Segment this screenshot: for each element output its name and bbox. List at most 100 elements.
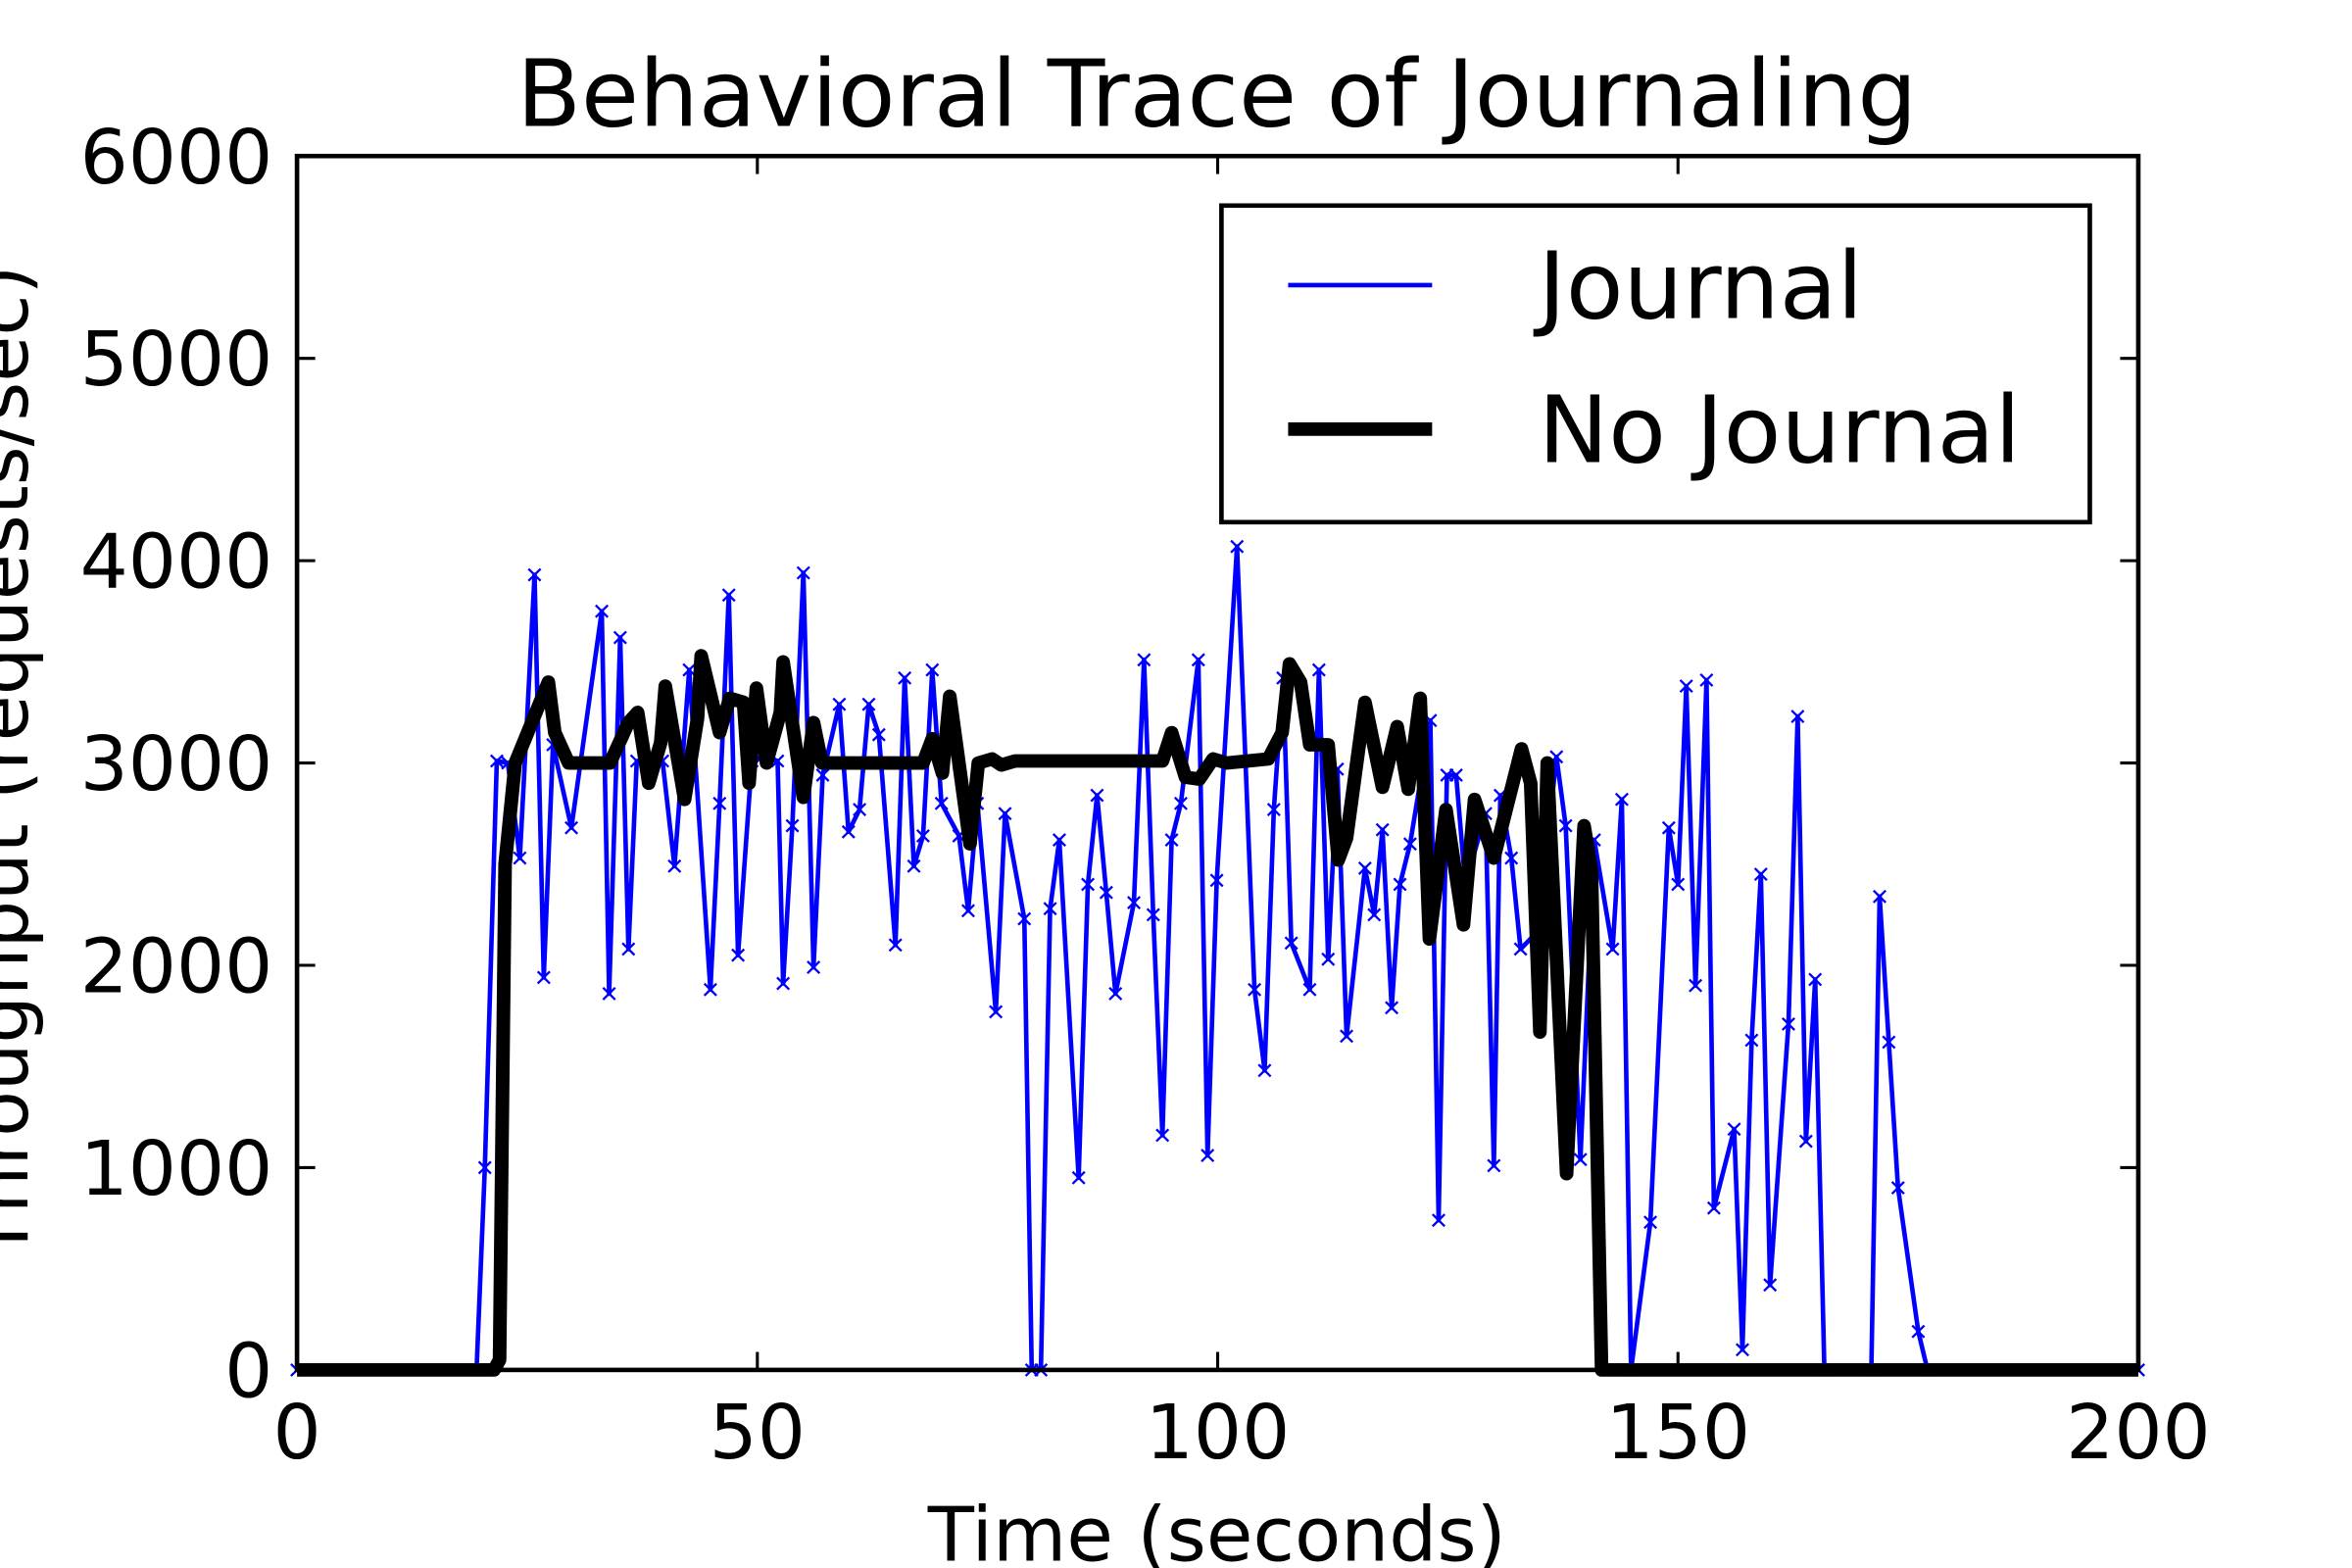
data-marker <box>888 938 903 953</box>
data-marker <box>1043 902 1057 916</box>
data-marker <box>1744 1033 1759 1048</box>
data-marker <box>712 796 727 810</box>
data-marker <box>1781 1016 1795 1031</box>
data-marker <box>1661 820 1676 835</box>
data-marker <box>621 942 636 956</box>
data-marker <box>1155 1128 1170 1143</box>
data-marker <box>785 818 800 833</box>
data-marker <box>998 807 1012 821</box>
data-marker <box>832 697 847 711</box>
y-tick-label: 4000 <box>80 519 273 607</box>
legend-box <box>1219 203 2092 525</box>
data-marker <box>1753 867 1768 882</box>
data-marker <box>1248 982 1262 997</box>
data-marker <box>513 851 527 865</box>
data-marker <box>1357 860 1372 875</box>
data-marker <box>915 828 930 843</box>
data-marker <box>776 976 791 991</box>
data-marker <box>1790 710 1805 724</box>
data-marker <box>1164 833 1179 847</box>
data-marker <box>1200 1149 1215 1163</box>
data-marker <box>1311 662 1326 677</box>
series-line <box>297 544 2138 1373</box>
data-marker <box>871 727 886 742</box>
data-marker <box>796 565 810 580</box>
data-marker <box>853 803 867 816</box>
x-tick-label: 0 <box>272 1391 320 1478</box>
data-marker <box>489 754 504 768</box>
series-line <box>297 649 2138 1377</box>
data-marker <box>1911 1324 1926 1339</box>
data-marker <box>906 858 921 873</box>
data-marker <box>934 796 949 810</box>
data-marker <box>1146 907 1160 922</box>
data-marker <box>1108 986 1123 1001</box>
data-marker <box>1605 942 1620 956</box>
y-tick-label: 6000 <box>80 115 273 202</box>
data-marker <box>1090 788 1104 803</box>
data-marker <box>841 824 856 839</box>
data-marker <box>1375 822 1390 837</box>
data-marker <box>1504 851 1519 865</box>
x-tick-label: 50 <box>710 1391 806 1478</box>
data-marker <box>1763 1278 1778 1293</box>
data-marker <box>564 820 579 835</box>
data-marker <box>1808 972 1823 987</box>
data-marker <box>1890 1181 1905 1196</box>
data-marker <box>595 604 610 618</box>
data-marker <box>807 960 821 975</box>
data-marker <box>1209 873 1224 888</box>
data-marker <box>1385 1001 1399 1015</box>
data-marker <box>1052 833 1066 847</box>
data-marker <box>527 567 542 582</box>
data-marker <box>1257 1063 1272 1078</box>
data-marker <box>1487 1158 1501 1173</box>
data-marker <box>1643 1215 1658 1230</box>
data-marker <box>1558 818 1573 833</box>
data-marker <box>925 662 940 677</box>
data-marker <box>1671 877 1686 892</box>
data-marker <box>536 970 551 985</box>
data-marker <box>1393 877 1407 892</box>
y-tick-label: 1000 <box>80 1126 273 1213</box>
data-marker <box>1699 672 1714 687</box>
data-marker <box>1081 877 1096 892</box>
data-marker <box>1284 936 1298 951</box>
data-marker <box>1706 1200 1721 1215</box>
data-marker <box>731 948 746 962</box>
data-marker <box>1367 907 1382 922</box>
data-marker <box>703 982 717 997</box>
data-marker <box>1872 889 1886 904</box>
y-tick-label: 5000 <box>80 318 273 405</box>
data-marker <box>1191 653 1205 667</box>
y-tick-label: 2000 <box>80 924 273 1011</box>
data-marker <box>1137 653 1152 667</box>
plot-frame <box>294 153 2141 1373</box>
x-tick-label: 100 <box>1146 1391 1291 1478</box>
x-axis-label: Time (seconds) <box>927 1493 1506 1568</box>
data-marker <box>1402 837 1417 852</box>
data-marker <box>1448 768 1463 782</box>
data-marker <box>602 986 616 1001</box>
data-marker <box>898 670 912 685</box>
data-marker <box>960 904 975 918</box>
x-tick-label: 200 <box>2066 1391 2211 1478</box>
data-marker <box>1513 942 1528 956</box>
x-tick-label: 150 <box>1605 1391 1750 1478</box>
data-marker <box>1573 1152 1588 1167</box>
y-tick-label: 0 <box>224 1329 272 1416</box>
data-marker <box>1099 885 1113 900</box>
data-marker <box>1340 1029 1354 1044</box>
data-marker <box>861 697 876 711</box>
data-marker <box>1071 1170 1086 1185</box>
data-marker <box>1798 1134 1813 1149</box>
data-marker <box>1266 803 1281 816</box>
data-marker <box>1173 796 1188 810</box>
data-marker <box>477 1160 492 1175</box>
data-marker <box>667 858 682 873</box>
data-marker <box>1882 1035 1896 1050</box>
legend-label: No Journal <box>1539 376 2021 484</box>
data-marker <box>721 588 736 603</box>
